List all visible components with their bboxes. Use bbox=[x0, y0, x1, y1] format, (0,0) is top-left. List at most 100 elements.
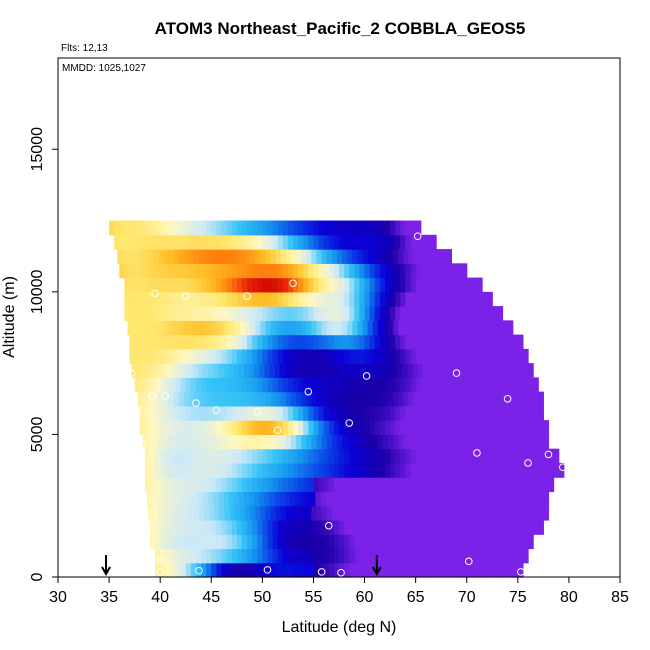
heatmap-cell bbox=[289, 363, 296, 378]
heatmap-cell bbox=[464, 391, 471, 407]
heatmap-cell bbox=[341, 363, 347, 378]
heatmap-cell bbox=[344, 263, 350, 279]
heatmap-cell bbox=[471, 348, 478, 364]
heatmap-cell bbox=[395, 277, 401, 293]
heatmap-cell bbox=[517, 462, 524, 478]
heatmap-cell bbox=[354, 548, 361, 564]
heatmap-cell bbox=[280, 505, 287, 521]
heatmap-cell bbox=[430, 477, 437, 493]
heatmap-cell bbox=[131, 363, 138, 378]
heatmap-cell bbox=[290, 434, 297, 450]
heatmap-cell bbox=[367, 320, 374, 336]
heatmap-cell bbox=[339, 348, 345, 364]
heatmap-cell bbox=[272, 448, 279, 464]
heatmap-cell bbox=[160, 534, 166, 550]
heatmap-cell bbox=[377, 434, 384, 450]
heatmap-cell bbox=[287, 462, 294, 478]
heatmap-cell bbox=[476, 462, 483, 478]
heatmap-cell bbox=[357, 505, 364, 521]
heatmap-cell bbox=[275, 434, 282, 450]
heatmap-cell bbox=[178, 249, 185, 264]
heatmap-cell bbox=[188, 505, 195, 521]
heatmap-cell bbox=[259, 491, 266, 507]
heatmap-cell bbox=[405, 377, 412, 393]
heatmap-cell bbox=[423, 391, 430, 407]
x-tick-label: 60 bbox=[356, 589, 374, 606]
heatmap-cell bbox=[410, 405, 417, 421]
heatmap-cell bbox=[298, 277, 304, 293]
arrow-down-marker bbox=[101, 555, 111, 577]
heatmap-cell bbox=[247, 477, 253, 493]
heatmap-cell bbox=[310, 363, 317, 378]
heatmap-cell bbox=[306, 505, 313, 521]
heatmap-cell bbox=[451, 534, 458, 550]
heatmap-cell bbox=[199, 320, 205, 336]
heatmap-cell bbox=[543, 462, 550, 478]
heatmap-cell bbox=[407, 363, 414, 378]
heatmap-cell bbox=[247, 548, 253, 564]
heatmap-cell bbox=[293, 334, 299, 350]
heatmap-cell bbox=[420, 263, 427, 279]
heatmap-cell bbox=[262, 306, 269, 321]
heatmap-cell bbox=[137, 391, 144, 407]
heatmap-cell bbox=[180, 477, 187, 493]
heatmap-cell bbox=[139, 220, 146, 236]
heatmap-cell bbox=[344, 420, 350, 436]
heatmap-cell bbox=[415, 462, 422, 478]
heatmap-cell bbox=[124, 234, 131, 250]
heatmap-cell bbox=[524, 363, 531, 378]
heatmap-cell bbox=[369, 405, 376, 421]
heatmap-cell bbox=[512, 519, 519, 535]
heatmap-cell bbox=[303, 534, 309, 550]
heatmap-cell bbox=[226, 448, 233, 464]
heatmap-cell bbox=[216, 334, 223, 350]
heatmap-cell bbox=[326, 391, 333, 407]
heatmap-cell bbox=[436, 519, 442, 535]
heatmap-cell bbox=[323, 462, 330, 478]
heatmap-cell bbox=[219, 391, 226, 407]
sample-point bbox=[127, 369, 136, 377]
heatmap-cell bbox=[313, 548, 320, 564]
heatmap-cell bbox=[458, 491, 465, 507]
heatmap-cell bbox=[461, 405, 468, 421]
heatmap-cell bbox=[500, 505, 507, 521]
heatmap-cell bbox=[379, 277, 386, 293]
heatmap-cell bbox=[173, 505, 180, 521]
heatmap-cell bbox=[395, 377, 401, 393]
heatmap-cell bbox=[482, 534, 488, 550]
heatmap-cell bbox=[239, 320, 246, 336]
heatmap-cell bbox=[267, 477, 274, 493]
heatmap-cell bbox=[384, 420, 391, 436]
heatmap-cell bbox=[444, 505, 450, 521]
heatmap-cell bbox=[359, 448, 366, 464]
heatmap-cell bbox=[349, 420, 355, 436]
heatmap-cell bbox=[190, 263, 197, 279]
heatmap-cell bbox=[362, 391, 369, 407]
heatmap-cell bbox=[282, 405, 289, 421]
heatmap-cell bbox=[201, 291, 207, 307]
heatmap-cell bbox=[209, 505, 215, 521]
heatmap-cell bbox=[228, 491, 235, 507]
heatmap-cell bbox=[405, 291, 412, 307]
heatmap-cell bbox=[466, 462, 473, 478]
heatmap-cell bbox=[349, 334, 355, 350]
heatmap-cell bbox=[497, 334, 504, 350]
heatmap-cell bbox=[221, 477, 228, 493]
heatmap-cell bbox=[344, 562, 350, 578]
heatmap-cell bbox=[233, 363, 240, 378]
heatmap-cell bbox=[456, 534, 463, 550]
heatmap-cell bbox=[361, 491, 368, 507]
heatmap-cell bbox=[543, 420, 550, 436]
heatmap-cell bbox=[423, 249, 430, 264]
heatmap-cell bbox=[497, 377, 504, 393]
heatmap-cell bbox=[367, 391, 374, 407]
heatmap-cell bbox=[262, 234, 269, 250]
heatmap-cell bbox=[339, 220, 345, 236]
heatmap-cell bbox=[466, 562, 473, 578]
heatmap-cell bbox=[400, 562, 407, 578]
heatmap-cell bbox=[482, 477, 488, 493]
heatmap-cell bbox=[231, 420, 238, 436]
heatmap-cell bbox=[282, 534, 289, 550]
heatmap-cell bbox=[293, 548, 299, 564]
heatmap-cell bbox=[417, 491, 424, 507]
